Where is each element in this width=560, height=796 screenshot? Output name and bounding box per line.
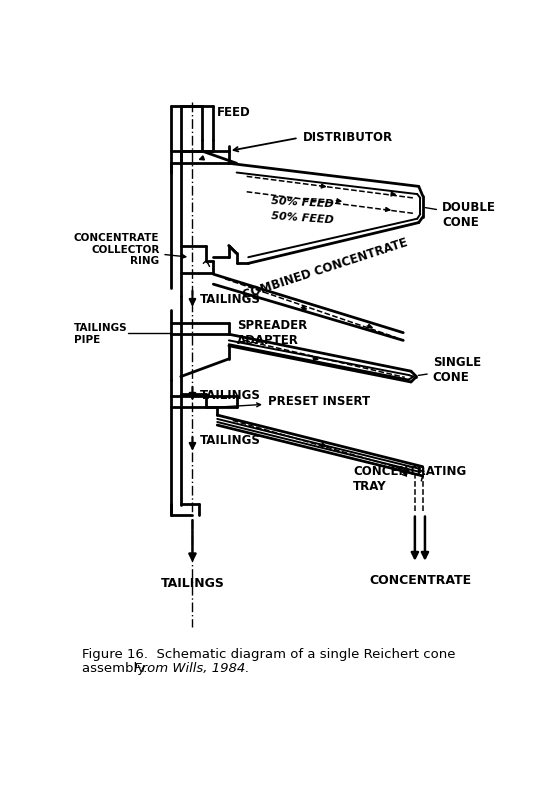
Text: FEED: FEED xyxy=(217,106,251,119)
Text: CONCENTRATE: CONCENTRATE xyxy=(369,575,472,587)
Text: 50% FEED: 50% FEED xyxy=(271,197,334,209)
Text: SINGLE
CONE: SINGLE CONE xyxy=(418,356,481,384)
Text: assembly.: assembly. xyxy=(82,662,156,675)
Text: From Wills, 1984.: From Wills, 1984. xyxy=(133,662,249,675)
Text: DISTRIBUTOR: DISTRIBUTOR xyxy=(302,131,393,144)
Text: TAILINGS
PIPE: TAILINGS PIPE xyxy=(74,323,128,345)
Text: Figure 16.  Schematic diagram of a single Reichert cone: Figure 16. Schematic diagram of a single… xyxy=(82,649,455,661)
Text: 50% FEED: 50% FEED xyxy=(271,210,334,225)
Text: TAILINGS: TAILINGS xyxy=(200,389,261,402)
Text: COMBINED CONCENTRATE: COMBINED CONCENTRATE xyxy=(240,236,409,302)
Text: PRESET INSERT: PRESET INSERT xyxy=(216,395,370,408)
Text: DOUBLE
CONE: DOUBLE CONE xyxy=(426,201,496,229)
Text: TAILINGS: TAILINGS xyxy=(161,577,225,590)
Text: TAILINGS: TAILINGS xyxy=(200,434,261,447)
Text: TAILINGS: TAILINGS xyxy=(200,293,261,306)
Text: SPREADER
ADAPTER: SPREADER ADAPTER xyxy=(237,318,307,347)
Text: CONCENTRATE
COLLECTOR
RING: CONCENTRATE COLLECTOR RING xyxy=(74,233,186,266)
Text: CONCENTRATING
TRAY: CONCENTRATING TRAY xyxy=(353,465,466,493)
